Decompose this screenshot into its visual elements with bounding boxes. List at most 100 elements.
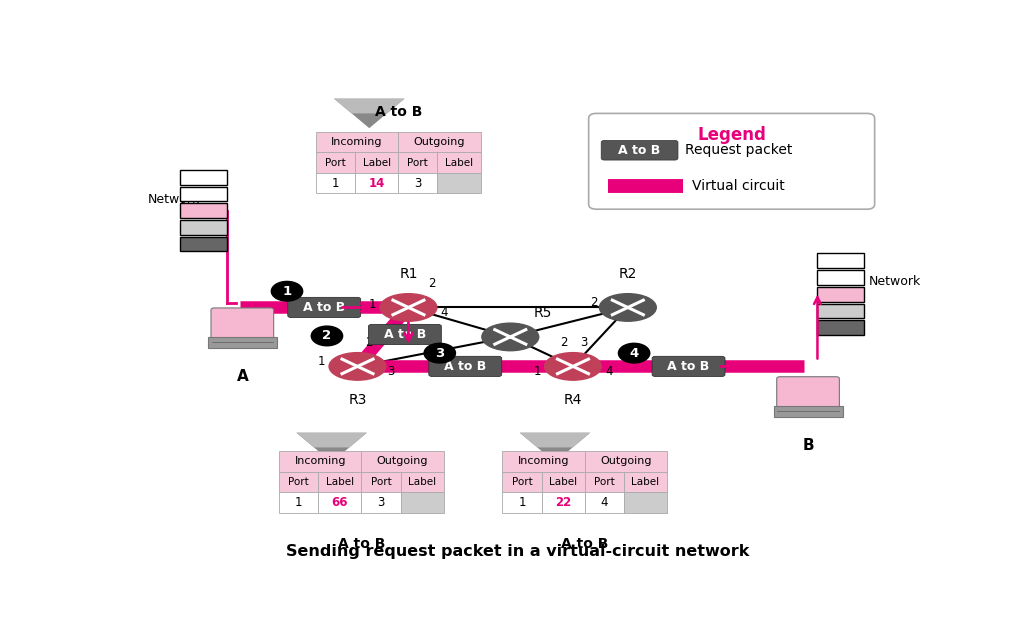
Bar: [624, 471, 667, 492]
Text: Port: Port: [326, 158, 346, 168]
Bar: [355, 152, 398, 173]
Text: Network: Network: [148, 193, 200, 206]
Text: Virtual circuit: Virtual circuit: [693, 179, 785, 193]
Polygon shape: [520, 433, 590, 462]
FancyBboxPatch shape: [368, 324, 442, 345]
Ellipse shape: [329, 353, 386, 380]
Text: Legend: Legend: [698, 126, 766, 144]
Circle shape: [311, 326, 343, 346]
Text: 3: 3: [377, 496, 385, 509]
Text: A to B: A to B: [619, 144, 661, 157]
Text: Outgoing: Outgoing: [377, 456, 429, 466]
Bar: [398, 131, 480, 152]
Text: 1: 1: [369, 299, 376, 311]
Polygon shape: [334, 99, 404, 128]
FancyBboxPatch shape: [602, 140, 678, 160]
Bar: [318, 492, 362, 513]
Text: Port: Port: [407, 158, 429, 168]
Text: 2: 2: [323, 329, 332, 343]
FancyBboxPatch shape: [652, 357, 725, 376]
Bar: [279, 471, 318, 492]
Text: 1: 1: [295, 496, 302, 509]
Text: A to B: A to B: [384, 328, 426, 341]
Text: Label: Label: [326, 477, 354, 487]
Text: 2: 2: [590, 296, 599, 309]
Text: Request packet: Request packet: [685, 144, 793, 157]
Bar: [180, 186, 226, 202]
Bar: [398, 173, 438, 193]
Text: A to B: A to B: [561, 537, 609, 551]
Text: R2: R2: [619, 267, 637, 281]
Bar: [818, 270, 864, 285]
Bar: [584, 451, 667, 471]
Text: 3: 3: [387, 365, 394, 378]
Circle shape: [425, 343, 455, 363]
Bar: [438, 173, 480, 193]
Text: 2: 2: [560, 336, 567, 349]
FancyBboxPatch shape: [429, 357, 501, 376]
Bar: [542, 492, 584, 513]
Bar: [818, 320, 864, 335]
Text: A to B: A to B: [667, 360, 710, 373]
Bar: [180, 220, 226, 235]
Text: 4: 4: [441, 306, 448, 319]
Polygon shape: [334, 99, 404, 114]
Text: 3: 3: [410, 327, 419, 341]
Bar: [180, 237, 226, 251]
Bar: [400, 471, 444, 492]
Text: 1: 1: [282, 285, 291, 298]
FancyBboxPatch shape: [776, 376, 839, 408]
Bar: [362, 451, 444, 471]
Bar: [584, 492, 624, 513]
Bar: [316, 173, 355, 193]
Ellipse shape: [482, 323, 539, 351]
Bar: [355, 173, 398, 193]
Text: 3: 3: [580, 336, 587, 349]
Text: Incoming: Incoming: [294, 456, 346, 466]
Text: Sending request packet in a virtual-circuit network: Sending request packet in a virtual-circ…: [286, 544, 750, 559]
Text: R3: R3: [349, 394, 367, 408]
Text: B: B: [803, 438, 814, 452]
Bar: [180, 204, 226, 218]
Text: A to B: A to B: [374, 105, 422, 119]
Bar: [818, 287, 864, 302]
Bar: [624, 492, 667, 513]
Text: Label: Label: [363, 158, 391, 168]
Text: 22: 22: [555, 496, 571, 509]
Text: Port: Port: [288, 477, 309, 487]
Text: R4: R4: [564, 394, 582, 408]
Polygon shape: [296, 433, 367, 447]
Text: Network: Network: [869, 276, 921, 288]
Bar: [316, 131, 398, 152]
Ellipse shape: [380, 293, 437, 321]
Text: Outgoing: Outgoing: [413, 137, 465, 147]
Bar: [502, 492, 542, 513]
FancyBboxPatch shape: [588, 114, 875, 209]
Ellipse shape: [545, 353, 602, 380]
Bar: [502, 471, 542, 492]
Bar: [818, 253, 864, 268]
Text: 1: 1: [519, 496, 526, 509]
Text: A to B: A to B: [444, 360, 486, 373]
Text: A to B: A to B: [338, 537, 385, 551]
Bar: [316, 152, 355, 173]
Text: Incoming: Incoming: [518, 456, 569, 466]
Text: Port: Port: [593, 477, 615, 487]
Bar: [180, 170, 226, 184]
Text: Label: Label: [445, 158, 473, 168]
Bar: [400, 492, 444, 513]
Text: Label: Label: [408, 477, 436, 487]
Text: 4: 4: [606, 365, 613, 378]
Bar: [542, 471, 584, 492]
Text: 1: 1: [332, 177, 340, 189]
Text: 14: 14: [369, 177, 385, 189]
Text: R1: R1: [399, 267, 418, 281]
Circle shape: [271, 281, 302, 301]
Text: Port: Port: [371, 477, 391, 487]
FancyBboxPatch shape: [211, 308, 274, 339]
Text: R5: R5: [534, 306, 552, 320]
Text: 4: 4: [630, 346, 639, 360]
Bar: [208, 337, 277, 348]
Text: 1: 1: [317, 355, 326, 368]
Text: A to B: A to B: [303, 301, 346, 314]
